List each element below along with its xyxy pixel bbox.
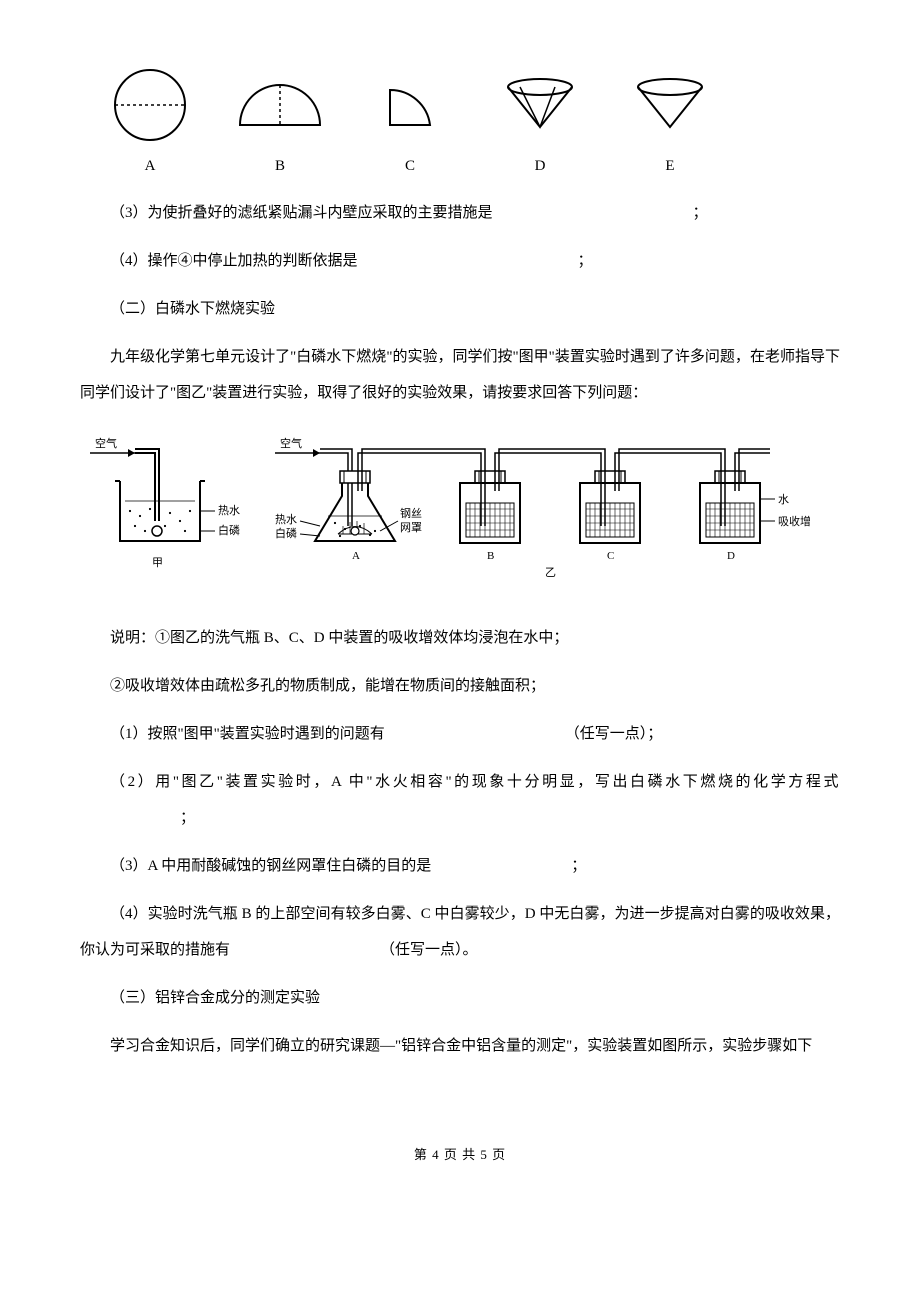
bottle-c: [580, 449, 710, 543]
b-label: B: [487, 550, 494, 562]
c-label: C: [607, 550, 614, 562]
cone-shape: [630, 75, 710, 135]
apparatus-diagram: 空气 热水 白磷 甲: [80, 431, 840, 606]
a-label: A: [352, 550, 360, 562]
filter-paper-figures: A B C: [100, 60, 840, 175]
section2-intro: 九年级化学第七单元设计了"白磷水下燃烧"的实验，同学们按"图甲"装置实验时遇到了…: [80, 339, 840, 411]
s2q1-line: （1）按照"图甲"装置实验时遇到的问题有 （任写一点）；: [80, 716, 840, 752]
air2-label: 空气: [280, 436, 302, 450]
s2q3-tail: ；: [571, 858, 586, 874]
fig-a-label: A: [145, 158, 156, 175]
hot-water-label-1: 热水: [218, 504, 240, 517]
q4-text: （4）操作④中停止加热的判断依据是: [110, 253, 358, 269]
water-label: 水: [778, 493, 789, 506]
fig-a: A: [100, 60, 200, 175]
steel-net-label-1: 钢丝: [400, 507, 422, 520]
note2: ②吸收增效体由疏松多孔的物质制成，能增在物质间的接触面积；: [80, 668, 840, 704]
q3-line: （3）为使折叠好的滤纸紧贴漏斗内壁应采取的主要措施是 ；: [80, 195, 840, 231]
circle-shape: [110, 65, 190, 145]
s2q2b-text: ；: [180, 810, 197, 826]
q3-tail: ；: [693, 205, 708, 221]
absorb-label: 吸收增效体: [778, 514, 810, 528]
fig-d: D: [490, 60, 590, 175]
air1-label: 空气: [95, 436, 117, 450]
s2q2-line: （2）用"图乙"装置实验时，A 中"水火相容"的现象十分明显，写出白磷水下燃烧的…: [80, 764, 840, 836]
bottle-b: [460, 449, 590, 543]
section3-intro: 学习合金知识后，同学们确立的研究课题—"铝锌合金中铝含量的测定"，实验装置如图所…: [80, 1028, 840, 1064]
jia-label: 甲: [152, 557, 163, 569]
s2q4-line: （4）实验时洗气瓶 B 的上部空间有较多白雾、C 中白雾较少，D 中无白雾，为进…: [80, 896, 840, 968]
s2q4b-text: （任写一点）。: [380, 942, 478, 958]
q3-text: （3）为使折叠好的滤纸紧贴漏斗内壁应采取的主要措施是: [110, 205, 493, 221]
section3-title: （三）铝锌合金成分的测定实验: [80, 980, 840, 1016]
s2q1-text: （1）按照"图甲"装置实验时遇到的问题有: [110, 726, 385, 742]
hot-water-label-2: 热水: [275, 513, 297, 526]
s2q2a-text: （2）用"图乙"装置实验时，A 中"水火相容"的现象十分明显，写出白磷水下燃烧的…: [110, 774, 840, 790]
fig-e: E: [620, 60, 720, 175]
white-p-label-2: 白磷: [275, 526, 297, 540]
s2q3-line: （3）A 中用耐酸碱蚀的钢丝网罩住白磷的目的是 ；: [80, 848, 840, 884]
fig-b-label: B: [275, 158, 285, 175]
fig-d-label: D: [535, 158, 546, 175]
section2-title: （二）白磷水下燃烧实验: [80, 291, 840, 327]
fig-c-label: C: [405, 158, 415, 175]
page-footer: 第 4 页 共 5 页: [80, 1144, 840, 1163]
note1: 说明：①图乙的洗气瓶 B、C、D 中装置的吸收增效体均浸泡在水中；: [80, 620, 840, 656]
yi-label: 乙: [545, 566, 556, 579]
steel-net-label-2: 网罩: [400, 521, 422, 534]
cone-open-shape: [500, 75, 580, 135]
q4-line: （4）操作④中停止加热的判断依据是 ；: [80, 243, 840, 279]
fig-c: C: [360, 60, 460, 175]
half-circle-shape: [230, 80, 330, 130]
bottle-d: [700, 449, 770, 543]
s2q3-text: （3）A 中用耐酸碱蚀的钢丝网罩住白磷的目的是: [110, 858, 431, 874]
d-label: D: [727, 550, 735, 562]
white-p-label-1: 白磷: [218, 523, 240, 537]
flask-a: [315, 449, 470, 541]
fig-e-label: E: [665, 158, 674, 175]
s2q1-tail: （任写一点）；: [565, 726, 663, 742]
fig-b: B: [230, 60, 330, 175]
quarter-shape: [380, 80, 440, 130]
q4-tail: ；: [578, 253, 593, 269]
